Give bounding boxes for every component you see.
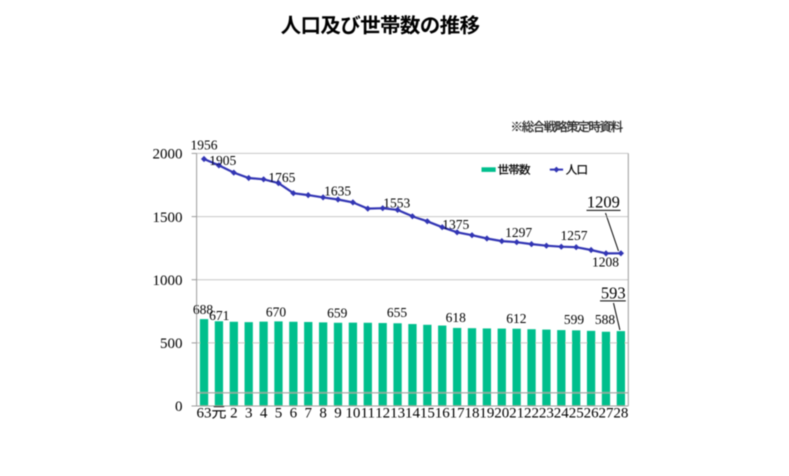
svg-text:1209: 1209 [587,193,620,212]
svg-text:1500: 1500 [153,210,183,226]
svg-text:1208: 1208 [592,255,619,270]
svg-text:1297: 1297 [505,225,532,240]
svg-text:500: 500 [160,336,183,352]
svg-text:1375: 1375 [442,217,469,232]
svg-text:618: 618 [446,310,467,325]
svg-text:8: 8 [319,406,327,422]
svg-text:21: 21 [509,406,524,422]
svg-text:63: 63 [197,406,212,422]
svg-text:9: 9 [334,406,342,422]
svg-text:1000: 1000 [153,273,183,289]
svg-text:599: 599 [564,312,585,327]
svg-text:26: 26 [584,406,600,422]
svg-text:1635: 1635 [324,183,351,198]
svg-text:4: 4 [260,406,268,422]
svg-text:18: 18 [464,406,479,422]
svg-text:24: 24 [554,406,570,422]
svg-text:19: 19 [479,406,494,422]
svg-text:11: 11 [361,406,375,422]
svg-text:2000: 2000 [153,147,183,163]
svg-text:688: 688 [193,302,214,317]
svg-text:3: 3 [245,406,253,422]
svg-text:15: 15 [420,406,435,422]
svg-text:20: 20 [494,406,509,422]
svg-text:655: 655 [387,305,408,320]
svg-text:7: 7 [304,406,312,422]
svg-text:2: 2 [230,406,238,422]
svg-text:1553: 1553 [383,195,410,210]
svg-text:612: 612 [506,311,526,326]
svg-text:5: 5 [275,406,283,422]
svg-text:10: 10 [345,406,360,422]
svg-text:12: 12 [375,406,390,422]
svg-text:1905: 1905 [209,153,236,168]
svg-text:16: 16 [435,406,451,422]
svg-text:22: 22 [524,406,539,422]
svg-text:671: 671 [209,308,229,323]
svg-text:25: 25 [569,406,584,422]
svg-text:1257: 1257 [561,228,588,243]
svg-text:670: 670 [266,305,287,320]
svg-text:28: 28 [613,406,628,422]
svg-text:23: 23 [539,406,554,422]
svg-text:593: 593 [601,284,626,303]
svg-text:14: 14 [405,406,421,422]
svg-text:1765: 1765 [268,170,295,185]
svg-text:588: 588 [595,312,616,327]
svg-text:0: 0 [175,399,183,415]
svg-text:17: 17 [450,406,466,422]
svg-text:1956: 1956 [191,138,218,153]
svg-text:27: 27 [598,406,614,422]
svg-text:13: 13 [390,406,405,422]
svg-text:6: 6 [290,406,298,422]
svg-text:659: 659 [327,306,348,321]
